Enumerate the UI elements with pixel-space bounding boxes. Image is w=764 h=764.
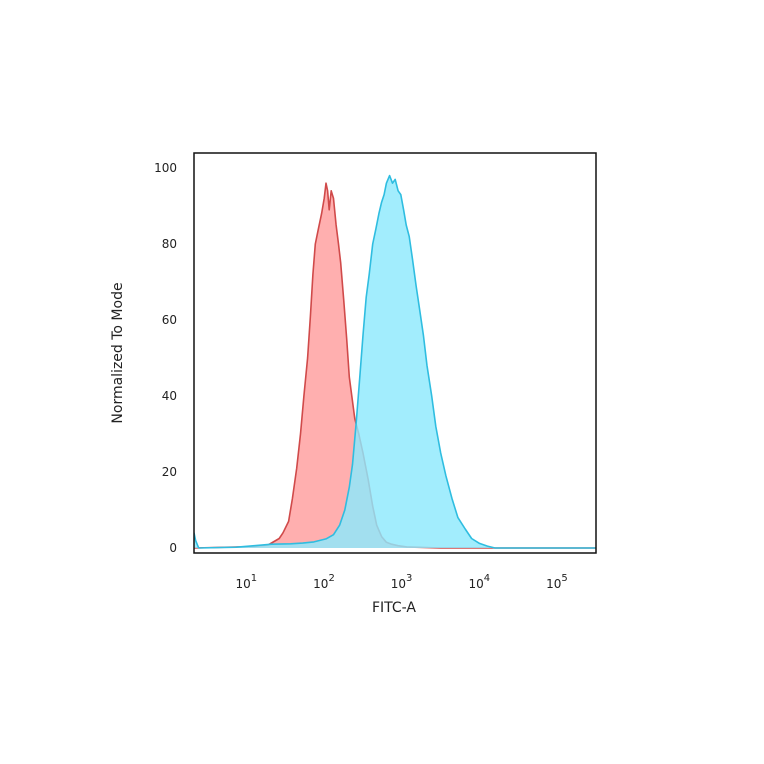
plot-frame: [193, 152, 597, 554]
y-axis: 0 20 40 60 80 100: [154, 161, 177, 555]
histogram-series: [194, 174, 596, 549]
y-axis-title: Normalized To Mode: [110, 282, 126, 423]
histogram-area-2: [194, 175, 596, 548]
x-tick-label: 105: [546, 573, 568, 591]
y-tick-label: 80: [162, 237, 177, 251]
x-tick-label: 104: [468, 573, 490, 591]
y-tick-label: 40: [162, 389, 177, 403]
x-tick-label: 102: [313, 573, 335, 591]
y-tick-label: 0: [169, 541, 177, 555]
x-tick-label: 101: [235, 573, 257, 591]
histogram-outline-2: [194, 174, 596, 549]
y-tick-label: 60: [162, 313, 177, 327]
x-axis: 101 102 103 104 105: [235, 573, 567, 591]
x-axis-title: FITC-A: [372, 600, 416, 616]
x-tick-label: 103: [391, 573, 413, 591]
y-tick-label: 100: [154, 161, 177, 175]
y-tick-label: 20: [162, 465, 177, 479]
